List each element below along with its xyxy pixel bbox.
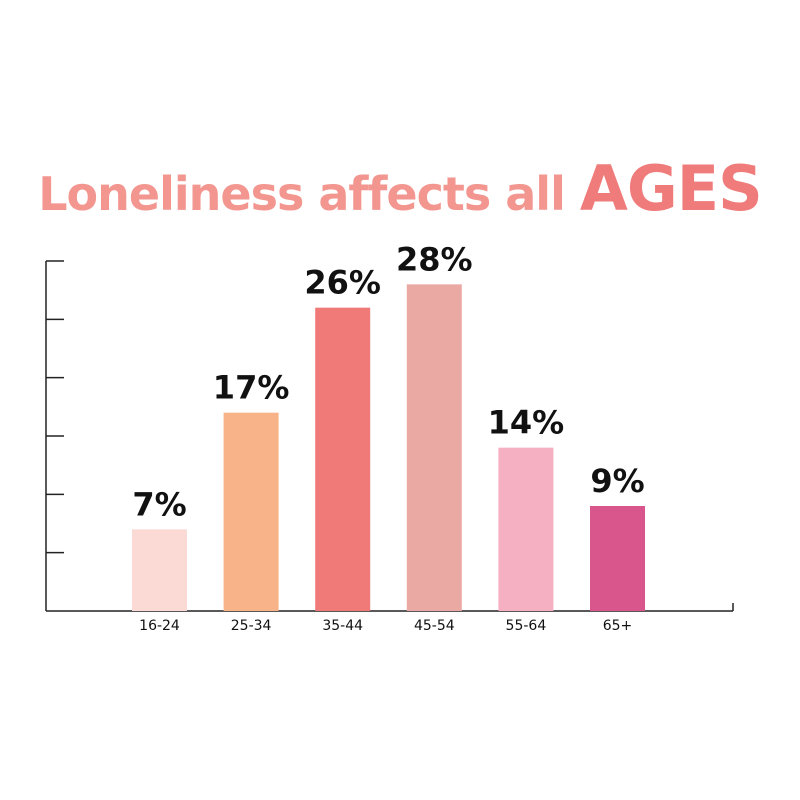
bar-55-64 (498, 447, 554, 611)
x-tick-label-45-54: 45-54 (414, 618, 455, 634)
chart-title-main: Loneliness affects all (38, 167, 580, 221)
chart-bars (132, 284, 645, 611)
chart-title: Loneliness affects all AGES (0, 158, 800, 220)
chart-title-emphasis: AGES (579, 152, 763, 225)
x-tick-label-35-44: 35-44 (322, 618, 363, 634)
bar-35-44 (315, 307, 371, 611)
bar-65+ (590, 506, 645, 611)
x-tick-label-16-24: 16-24 (139, 618, 180, 634)
value-label-45-54: 28% (396, 240, 473, 278)
value-label-65+: 9% (590, 462, 644, 500)
value-label-55-64: 14% (488, 404, 565, 442)
x-tick-label-25-34: 25-34 (231, 618, 272, 634)
chart-value-labels: 7% 17% 26% 28% 14% 9% (132, 240, 644, 523)
chart-x-tick-labels: 16-24 25-34 35-44 45-54 55-64 65+ (139, 618, 632, 634)
value-label-16-24: 7% (132, 485, 186, 523)
value-label-25-34: 17% (213, 369, 290, 407)
x-tick-label-65+: 65+ (603, 618, 633, 634)
value-label-35-44: 26% (304, 264, 381, 302)
bar-25-34 (223, 412, 279, 611)
bar-45-54 (406, 284, 462, 611)
bar-16-24 (132, 529, 187, 611)
x-tick-label-55-64: 55-64 (506, 618, 547, 634)
